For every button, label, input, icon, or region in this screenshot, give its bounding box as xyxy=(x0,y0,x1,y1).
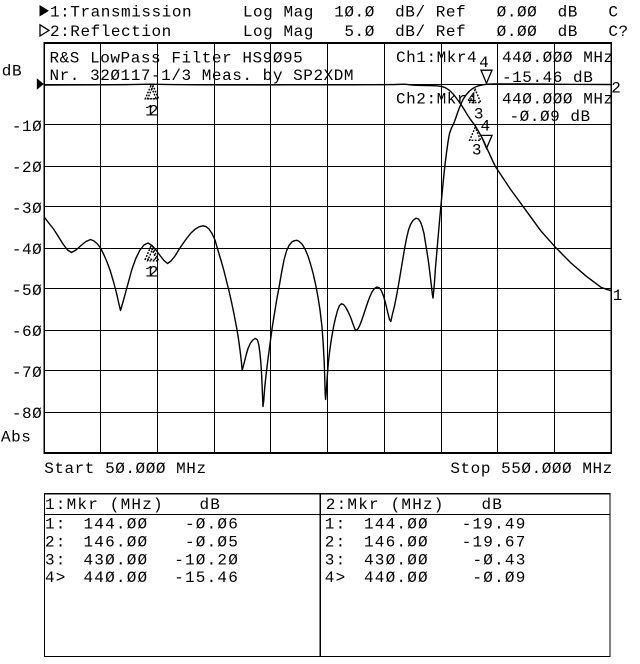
svg-text:-4Ø: -4Ø xyxy=(12,241,42,259)
svg-text:Ch1:Mkr4: Ch1:Mkr4 xyxy=(396,49,477,67)
svg-text:4>: 4> xyxy=(325,569,347,587)
svg-text:-Ø.43: -Ø.43 xyxy=(472,551,526,569)
svg-text:-3Ø: -3Ø xyxy=(12,200,42,218)
svg-text:R&S LowPass Filter HS9Ø95: R&S LowPass Filter HS9Ø95 xyxy=(50,50,304,68)
svg-text:dB: dB xyxy=(200,496,222,514)
svg-text:144.ØØ: 144.ØØ xyxy=(364,516,429,534)
svg-text:44Ø.ØØØ MHz: 44Ø.ØØØ MHz xyxy=(502,49,614,67)
svg-text:Stop 55Ø.ØØØ MHz: Stop 55Ø.ØØØ MHz xyxy=(450,460,612,478)
svg-text:43Ø.ØØ: 43Ø.ØØ xyxy=(84,551,149,569)
svg-text:Nr. 32Ø117-1/3 Meas. by SP2XDM: Nr. 32Ø117-1/3 Meas. by SP2XDM xyxy=(50,67,355,85)
svg-text:dB: dB xyxy=(482,496,504,514)
svg-text:4: 4 xyxy=(479,54,489,72)
svg-text:-1Ø: -1Ø xyxy=(12,118,42,136)
svg-text:146.ØØ: 146.ØØ xyxy=(364,534,429,552)
svg-text:-Ø.Ø9: -Ø.Ø9 xyxy=(472,569,526,587)
svg-text:44Ø.ØØØ MHz: 44Ø.ØØØ MHz xyxy=(502,91,614,109)
svg-text:1: 1 xyxy=(145,103,155,121)
svg-text:-1Ø.2Ø: -1Ø.2Ø xyxy=(174,551,239,569)
svg-text:Ch2:Mkr4: Ch2:Mkr4 xyxy=(396,91,477,109)
svg-text:-19.49: -19.49 xyxy=(462,516,527,534)
svg-text:146.ØØ: 146.ØØ xyxy=(84,534,149,552)
svg-text:43Ø.ØØ: 43Ø.ØØ xyxy=(364,551,429,569)
svg-text:2:: 2: xyxy=(45,534,67,552)
svg-text:Start 5Ø.ØØØ MHz: Start 5Ø.ØØØ MHz xyxy=(44,460,206,478)
svg-text:2:: 2: xyxy=(325,534,347,552)
svg-text:2:Mkr (MHz): 2:Mkr (MHz) xyxy=(326,496,445,514)
svg-text:-Ø.Ø6: -Ø.Ø6 xyxy=(185,516,239,534)
svg-text:44Ø.ØØ: 44Ø.ØØ xyxy=(364,569,429,587)
svg-text:-15.46: -15.46 xyxy=(174,569,239,587)
svg-text:3: 3 xyxy=(472,142,482,160)
svg-text:1:: 1: xyxy=(45,516,67,534)
svg-text:2: 2 xyxy=(149,103,159,121)
svg-text:-19.67: -19.67 xyxy=(462,534,527,552)
svg-text:2: 2 xyxy=(611,80,621,98)
svg-text:-Ø.Ø5: -Ø.Ø5 xyxy=(185,534,239,552)
svg-text:-5Ø: -5Ø xyxy=(12,282,42,300)
svg-text:-6Ø: -6Ø xyxy=(12,323,42,341)
svg-text:1:: 1: xyxy=(325,516,347,534)
svg-text:3:: 3: xyxy=(45,551,67,569)
svg-text:44Ø.ØØ: 44Ø.ØØ xyxy=(84,569,149,587)
svg-text:-8Ø: -8Ø xyxy=(12,405,42,423)
svg-text:4>: 4> xyxy=(45,569,67,587)
svg-text:1:Transmission Log Mag 1Ø: 1:Transmission Log Mag 1Ø.Ø dB/ Ref Ø.ØØ… xyxy=(50,4,619,22)
svg-text:Abs: Abs xyxy=(1,429,31,447)
svg-text:3: 3 xyxy=(474,106,484,124)
svg-text:4: 4 xyxy=(481,117,491,135)
svg-text:dB: dB xyxy=(2,63,22,81)
svg-text:2: 2 xyxy=(149,263,159,281)
svg-text:-Ø.Ø9 dB: -Ø.Ø9 dB xyxy=(510,108,591,126)
svg-text:2:Reflection Log Mag 5: 2:Reflection Log Mag 5.Ø dB/ Ref Ø.ØØ dB… xyxy=(50,23,629,41)
svg-text:144.ØØ: 144.ØØ xyxy=(84,516,149,534)
svg-text:3:: 3: xyxy=(325,551,347,569)
svg-text:-15.46 dB: -15.46 dB xyxy=(502,69,593,87)
svg-text:1: 1 xyxy=(145,263,155,281)
svg-text:-2Ø: -2Ø xyxy=(12,159,42,177)
svg-text:-7Ø: -7Ø xyxy=(12,364,42,382)
svg-text:1:Mkr (MHz): 1:Mkr (MHz) xyxy=(45,496,164,514)
svg-text:1: 1 xyxy=(613,287,623,305)
